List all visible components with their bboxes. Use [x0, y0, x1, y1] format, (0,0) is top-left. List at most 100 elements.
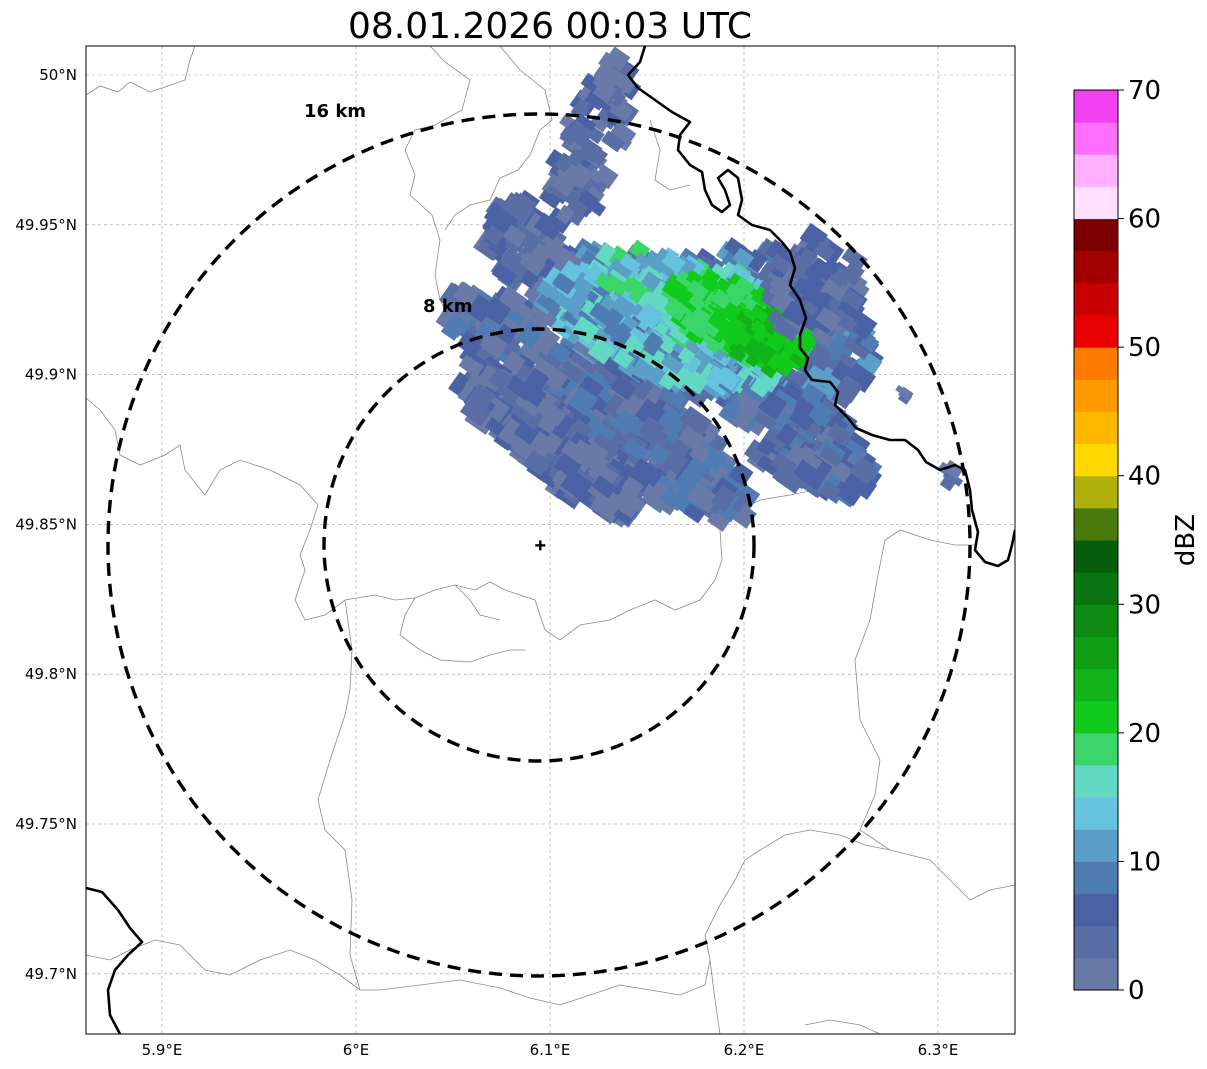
echo-cell [788, 405, 816, 432]
colorbar-swatch [1074, 475, 1118, 509]
echo-cell [560, 468, 593, 501]
echo-cell [661, 276, 685, 300]
echo-cell [648, 251, 668, 270]
echo-cell [799, 298, 819, 317]
echo-cell [533, 212, 564, 241]
echo-cell [583, 262, 609, 289]
echo-cell [502, 224, 527, 248]
colorbar-swatch [1074, 797, 1118, 830]
echo-cell [841, 246, 868, 271]
colorbar-swatch [1074, 700, 1118, 734]
echo-cell [842, 336, 870, 360]
echo-cell [465, 383, 496, 415]
colorbar-tick-label: 30 [1128, 590, 1161, 620]
echo-cell [687, 482, 719, 513]
echo-cell [609, 120, 637, 147]
echo-cell [584, 440, 609, 464]
echo-cell [591, 475, 617, 499]
map-title: 08.01.2026 00:03 UTC [348, 6, 752, 47]
echo-cell [458, 354, 484, 378]
echo-cell [542, 265, 564, 288]
echo-cell [793, 459, 819, 484]
echo-cell [661, 250, 686, 274]
echo-cell [439, 281, 473, 315]
echo-cell [639, 415, 666, 442]
lat-tick-label: 49.9°N [25, 366, 77, 384]
echo-cell [756, 437, 776, 457]
echo-cell [770, 263, 788, 280]
echo-cell [807, 405, 832, 428]
echo-cell [742, 307, 758, 322]
echo-cell [834, 267, 854, 287]
colorbar-swatch [1074, 765, 1118, 798]
echo-cell [715, 277, 731, 293]
echo-cell [456, 329, 485, 358]
echo-cell [647, 443, 671, 466]
echo-cell [833, 474, 866, 507]
echo-cell [586, 432, 620, 465]
echo-cell [622, 335, 645, 357]
echo-cell [660, 353, 685, 375]
echo-cell [643, 334, 664, 357]
echo-cell [732, 247, 755, 269]
echo-cell [610, 375, 637, 400]
echo-cell [483, 224, 505, 246]
colorbar-swatch [1074, 315, 1118, 348]
echo-cell [682, 353, 702, 374]
echo-cell [789, 352, 806, 368]
colorbar-tick-label: 50 [1128, 333, 1161, 363]
echo-cell [765, 333, 786, 352]
echo-cell [609, 257, 634, 280]
range-ring-8km [322, 327, 756, 763]
colorbar-swatch [1074, 861, 1118, 895]
lat-tick-label: 50°N [39, 66, 77, 84]
echo-cell [496, 288, 523, 314]
echo-cell [561, 439, 592, 467]
colorbar-label: dBZ [1171, 514, 1201, 566]
echo-cell [793, 336, 814, 356]
echo-cell [702, 447, 728, 474]
echo-cell [519, 381, 547, 408]
echo-cell [636, 302, 664, 330]
echo-cell [634, 398, 666, 429]
axis-tick-labels: 5.9°E 6°E 6.1°E 6.2°E 6.3°E 50°N 49.95°N 49.9°N… [15, 66, 958, 1059]
echo-cell [734, 276, 756, 296]
colorbar-swatch [1074, 540, 1118, 573]
echo-cell [753, 409, 777, 431]
echo-cell [710, 485, 737, 512]
echo-cell [607, 70, 629, 90]
echo-cell [565, 120, 594, 148]
lon-tick-label: 6°E [343, 1041, 370, 1059]
echo-cell [686, 279, 710, 301]
colorbar-swatch [1074, 90, 1118, 123]
echo-cell [680, 310, 701, 331]
echo-cell [578, 375, 605, 400]
echo-cell [577, 189, 599, 210]
echo-cell [488, 239, 508, 258]
echo-cell [573, 113, 597, 135]
echo-cell [819, 278, 847, 304]
colorbar-swatch [1074, 925, 1118, 959]
echo-cell [849, 311, 878, 341]
echo-cell [542, 366, 569, 392]
echo-cell [584, 90, 606, 111]
echo-cell [532, 327, 561, 357]
echo-cell [628, 239, 651, 261]
echo-cell [679, 405, 713, 437]
echo-cell [511, 192, 538, 217]
echo-cell [530, 242, 553, 265]
echo-cell [440, 312, 468, 341]
echo-cell [793, 397, 815, 418]
colorbar-swatch [1074, 636, 1118, 670]
lat-tick-label: 49.8°N [25, 665, 77, 683]
echo-cell [611, 487, 644, 519]
range-rings [106, 112, 972, 978]
colorbar-swatch [1074, 443, 1118, 477]
echo-cell [577, 320, 600, 344]
map-area: 16 km 8 km 5.9°E 6°E 6.1°E 6.2°E 6.3°E 50°N 49… [15, 45, 1016, 1059]
echo-cell [700, 267, 721, 288]
echo-cell [769, 253, 792, 275]
colorbar-swatch [1074, 732, 1118, 766]
echo-cell [479, 335, 505, 359]
